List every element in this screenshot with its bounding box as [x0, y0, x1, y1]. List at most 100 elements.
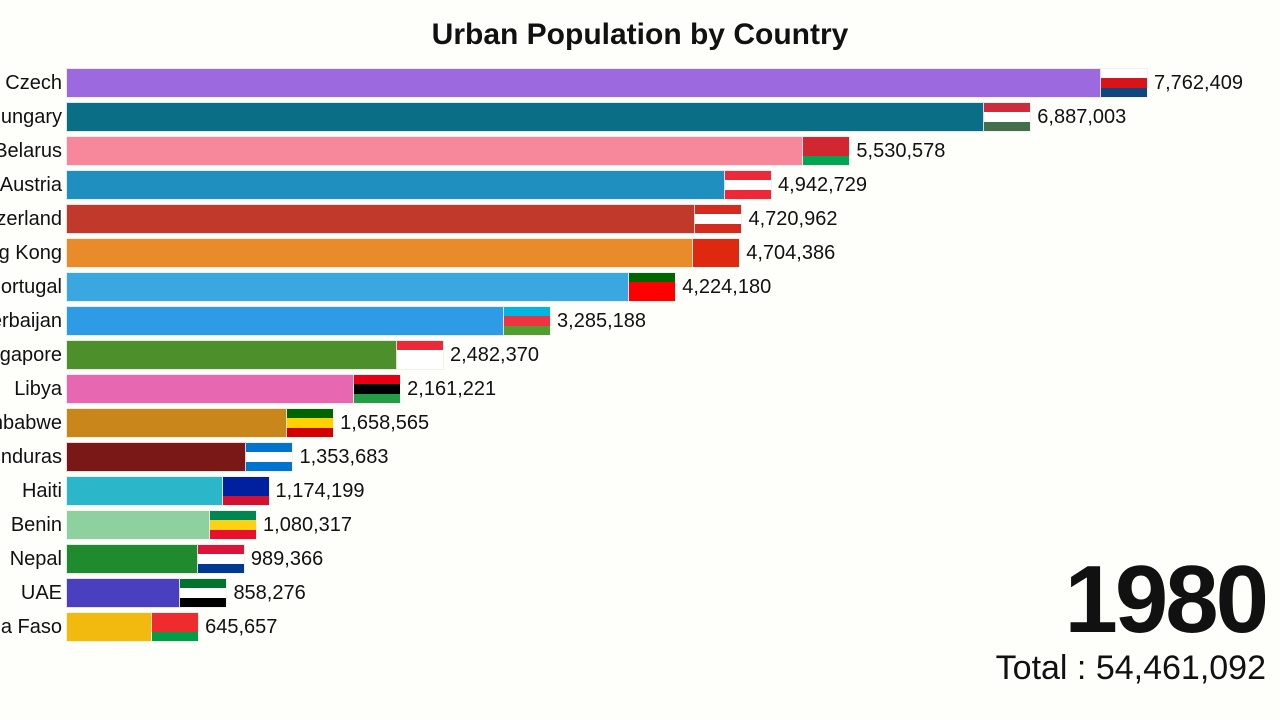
chart-row: Czech 7,762,409 [0, 66, 1280, 100]
bar [66, 374, 354, 404]
chart-row: Belarus 5,530,578 [0, 134, 1280, 168]
bar-area: 5,530,578 [66, 134, 1280, 168]
flag-icon [353, 374, 401, 404]
flag-icon [802, 136, 850, 166]
bar-area: 4,704,386 [66, 236, 1280, 270]
value-label: 4,942,729 [778, 174, 867, 197]
country-label: Honduras [0, 446, 66, 469]
country-label: Belarus [0, 140, 66, 163]
value-label: 6,887,003 [1037, 106, 1126, 129]
flag-icon [628, 272, 676, 302]
chart-row: Honduras 1,353,683 [0, 440, 1280, 474]
bar-area: 4,942,729 [66, 168, 1280, 202]
chart-row: Azerbaijan 3,285,188 [0, 304, 1280, 338]
bar [66, 306, 504, 336]
bar-area: 1,174,199 [66, 474, 1280, 508]
country-label: Azerbaijan [0, 310, 66, 333]
flag-icon [222, 476, 270, 506]
bar [66, 510, 210, 540]
country-label: Singapore [0, 344, 66, 367]
bar [66, 578, 180, 608]
flag-icon [694, 204, 742, 234]
value-label: 2,482,370 [450, 344, 539, 367]
bar [66, 170, 725, 200]
bar [66, 476, 223, 506]
country-label: Nepal [0, 548, 66, 571]
bar [66, 340, 397, 370]
chart-row: Switzerland 4,720,962 [0, 202, 1280, 236]
country-label: Hong Kong [0, 242, 66, 265]
flag-icon [286, 408, 334, 438]
flag-icon [245, 442, 293, 472]
value-label: 4,720,962 [748, 208, 837, 231]
bar-area: 3,285,188 [66, 304, 1280, 338]
year-total-block: 1980 Total : 54,461,092 [996, 554, 1266, 688]
bar [66, 408, 287, 438]
flag-icon [983, 102, 1031, 132]
chart-row: Portugal 4,224,180 [0, 270, 1280, 304]
chart-row: Benin 1,080,317 [0, 508, 1280, 542]
flag-icon [209, 510, 257, 540]
bar-area: 7,762,409 [66, 66, 1280, 100]
chart-row: Hungary 6,887,003 [0, 100, 1280, 134]
value-label: 4,224,180 [682, 276, 771, 299]
country-label: Libya [0, 378, 66, 401]
country-label: Austria [0, 174, 66, 197]
country-label: Switzerland [0, 208, 66, 231]
flag-icon [151, 612, 199, 642]
value-label: 2,161,221 [407, 378, 496, 401]
country-label: Burkina Faso [0, 616, 66, 639]
bar [66, 442, 246, 472]
country-label: Zimbabwe [0, 412, 66, 435]
flag-icon [179, 578, 227, 608]
chart-row: Austria 4,942,729 [0, 168, 1280, 202]
country-label: Hungary [0, 106, 66, 129]
flag-icon [503, 306, 551, 336]
value-label: 989,366 [251, 548, 323, 571]
bar-area: 4,224,180 [66, 270, 1280, 304]
country-label: Benin [0, 514, 66, 537]
bar [66, 204, 695, 234]
chart-title: Urban Population by Country [0, 18, 1280, 52]
bar-area: 6,887,003 [66, 100, 1280, 134]
value-label: 1,353,683 [299, 446, 388, 469]
bar [66, 238, 693, 268]
value-label: 1,174,199 [276, 480, 365, 503]
bar-area: 1,658,565 [66, 406, 1280, 440]
chart-row: Hong Kong 4,704,386 [0, 236, 1280, 270]
value-label: 1,080,317 [263, 514, 352, 537]
chart-row: Singapore 2,482,370 [0, 338, 1280, 372]
bar-area: 2,161,221 [66, 372, 1280, 406]
year-label: 1980 [996, 554, 1266, 645]
bar [66, 612, 152, 642]
bar [66, 136, 803, 166]
bar-area: 1,080,317 [66, 508, 1280, 542]
value-label: 645,657 [205, 616, 277, 639]
bar [66, 102, 984, 132]
flag-icon [396, 340, 444, 370]
bar-area: 2,482,370 [66, 338, 1280, 372]
value-label: 7,762,409 [1154, 72, 1243, 95]
country-label: Haiti [0, 480, 66, 503]
country-label: Portugal [0, 276, 66, 299]
flag-icon [197, 544, 245, 574]
value-label: 858,276 [233, 582, 305, 605]
country-label: Czech [0, 72, 66, 95]
flag-icon [724, 170, 772, 200]
chart-row: Zimbabwe 1,658,565 [0, 406, 1280, 440]
bar-area: 4,720,962 [66, 202, 1280, 236]
flag-icon [1100, 68, 1148, 98]
bar [66, 544, 198, 574]
value-label: 1,658,565 [340, 412, 429, 435]
country-label: UAE [0, 582, 66, 605]
value-label: 4,704,386 [746, 242, 835, 265]
bar [66, 68, 1101, 98]
flag-icon [692, 238, 740, 268]
bar [66, 272, 629, 302]
chart-row: Libya 2,161,221 [0, 372, 1280, 406]
value-label: 5,530,578 [856, 140, 945, 163]
chart-row: Haiti 1,174,199 [0, 474, 1280, 508]
total-label: Total : 54,461,092 [996, 649, 1266, 688]
bar-area: 1,353,683 [66, 440, 1280, 474]
value-label: 3,285,188 [557, 310, 646, 333]
